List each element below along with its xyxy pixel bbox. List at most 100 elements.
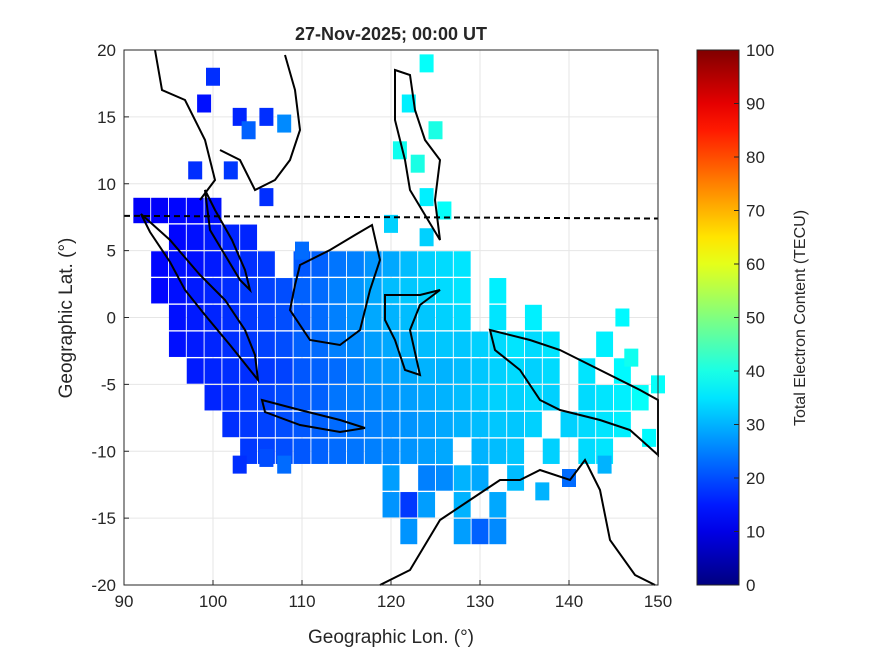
tec-cell <box>151 251 169 277</box>
tec-cell <box>382 331 400 357</box>
y-axis-label: Geographic Lat. (°) <box>56 238 77 399</box>
tec-cell <box>151 278 169 304</box>
tec-cell <box>453 465 471 491</box>
colorbar <box>696 49 740 586</box>
tec-cell <box>311 411 329 438</box>
tec-cell <box>453 278 471 304</box>
tec-cell <box>275 331 293 357</box>
tec-cell <box>507 385 525 411</box>
tec-cell <box>435 358 453 384</box>
tec-cell <box>453 304 471 331</box>
tec-cell <box>400 278 418 304</box>
tec-cell <box>453 518 471 545</box>
tec-cell <box>489 411 507 438</box>
tec-cell <box>346 304 364 331</box>
tec-cell <box>418 411 436 438</box>
tec-cell <box>293 358 311 384</box>
x-tick-label: 120 <box>377 592 405 611</box>
tec-cell <box>382 492 400 518</box>
tec-cell <box>471 465 489 491</box>
tec-cell <box>329 438 347 464</box>
tec-cell <box>410 154 425 173</box>
x-tick-label: 140 <box>555 592 583 611</box>
colorbar-tick-label: 60 <box>746 255 765 274</box>
tec-cell <box>631 385 649 411</box>
tec-cell <box>400 411 418 438</box>
tec-cell <box>206 67 220 86</box>
tec-cell <box>437 201 452 220</box>
tec-cell <box>204 304 222 331</box>
y-tick-label: 0 <box>107 309 116 328</box>
tec-cell <box>364 304 382 331</box>
tec-cell <box>597 455 612 474</box>
tec-cell <box>382 411 400 438</box>
tec-cell <box>418 385 436 411</box>
tec-cell <box>613 385 631 411</box>
magnetic-equator-line <box>123 214 659 220</box>
tec-cell <box>311 278 329 304</box>
tec-cell <box>418 358 436 384</box>
tec-cell <box>578 358 596 384</box>
tec-cell <box>222 358 240 384</box>
tec-cell <box>596 331 614 357</box>
tec-cell <box>489 278 507 304</box>
tec-cell <box>275 304 293 331</box>
tec-cell <box>186 358 204 384</box>
tec-cell <box>418 251 436 277</box>
tec-cell <box>311 358 329 384</box>
tec-cell <box>197 94 212 113</box>
tec-cell <box>400 251 418 277</box>
tec-cell <box>257 331 275 357</box>
tec-cell <box>613 411 631 438</box>
tec-cell <box>382 465 400 491</box>
coastline-philippines <box>394 68 442 241</box>
chart-title: 27-Nov-2025; 00:00 UT <box>295 24 487 44</box>
tec-cell <box>275 411 293 438</box>
tec-cell <box>346 438 364 464</box>
tec-cell <box>542 331 560 357</box>
tec-cell <box>453 358 471 384</box>
tec-cell <box>382 358 400 384</box>
tec-cell <box>382 251 400 277</box>
colorbar-ticks: 0 10 20 30 40 50 60 70 80 90 100 <box>734 41 774 595</box>
tec-cell <box>293 304 311 331</box>
tec-cell <box>293 278 311 304</box>
tec-cell <box>400 518 418 545</box>
tec-cell <box>418 438 436 464</box>
tec-cell <box>419 188 434 207</box>
tec-cell <box>400 331 418 357</box>
coastline-sumatra <box>140 213 260 384</box>
colorbar-tick-label: 90 <box>746 95 765 114</box>
tec-cell <box>168 331 186 357</box>
tec-cell <box>329 411 347 438</box>
tec-cell <box>222 278 240 304</box>
tec-cell <box>489 492 507 518</box>
y-tick-label: -5 <box>101 375 116 394</box>
tec-cell <box>435 331 453 357</box>
coastline-sulawesi <box>384 289 441 377</box>
tec-cell <box>596 411 614 438</box>
tec-cell <box>222 411 240 438</box>
tec-cell <box>524 304 542 331</box>
tec-cell <box>311 438 329 464</box>
tec-cell <box>418 492 436 518</box>
y-tick-label: -15 <box>91 509 116 528</box>
tec-cell <box>400 492 418 518</box>
tec-cell <box>277 455 292 474</box>
tec-cell <box>419 54 434 73</box>
tec-cell <box>329 251 347 277</box>
x-tick-label: 150 <box>644 592 672 611</box>
tec-cell <box>257 251 275 277</box>
tec-cell <box>223 161 238 180</box>
tec-cell <box>168 304 186 331</box>
tec-cell <box>524 385 542 411</box>
tec-cell <box>507 411 525 438</box>
tec-cell <box>364 331 382 357</box>
tec-cell <box>489 304 507 331</box>
tec-cell <box>435 304 453 331</box>
tec-cell <box>489 385 507 411</box>
tec-cell <box>524 331 542 357</box>
tec-cell <box>204 331 222 357</box>
coastline-australia <box>379 458 656 586</box>
